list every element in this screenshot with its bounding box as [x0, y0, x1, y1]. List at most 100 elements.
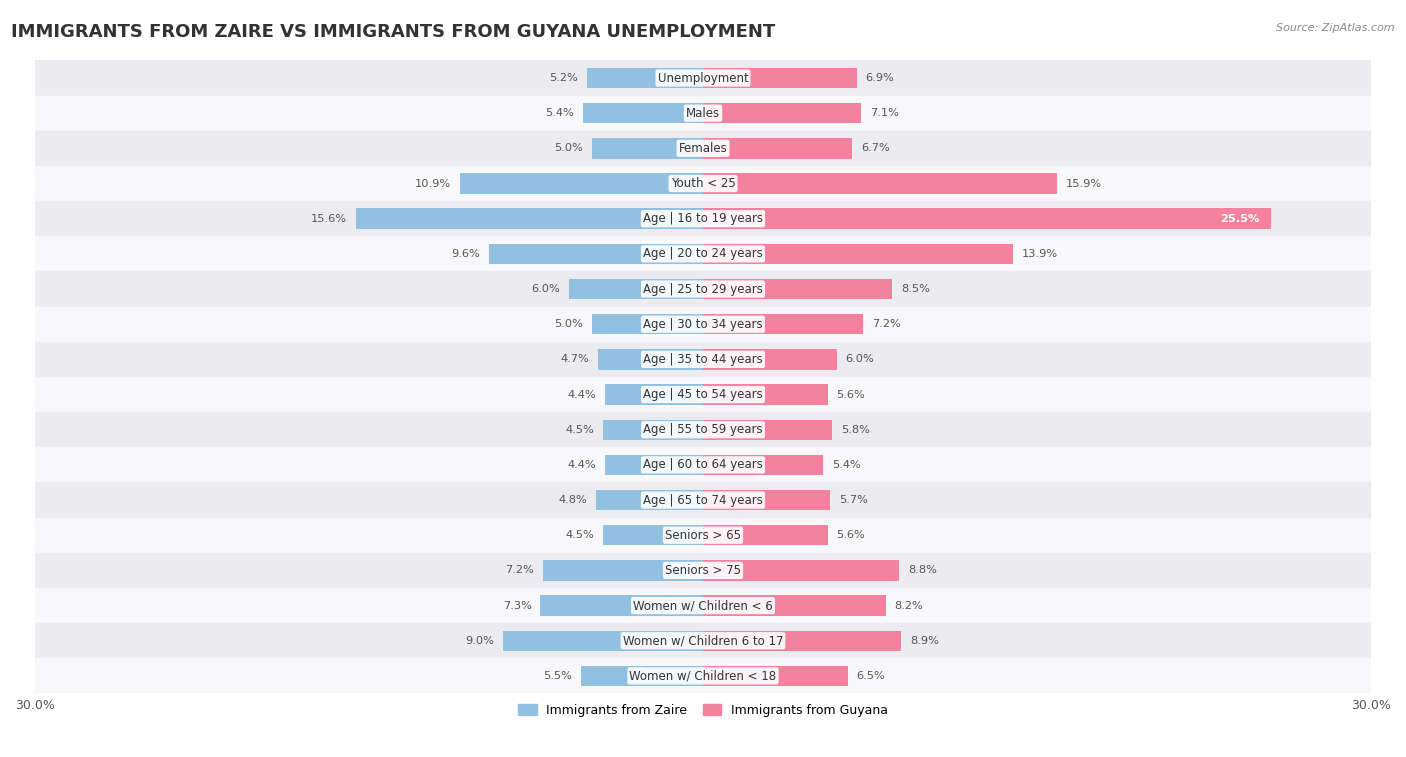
- Text: Source: ZipAtlas.com: Source: ZipAtlas.com: [1277, 23, 1395, 33]
- Text: 6.5%: 6.5%: [856, 671, 886, 681]
- Bar: [540, 595, 703, 615]
- Text: 7.3%: 7.3%: [503, 600, 531, 611]
- Bar: [35, 377, 1371, 412]
- Bar: [581, 665, 703, 686]
- Text: 10.9%: 10.9%: [415, 179, 451, 188]
- Text: Age | 25 to 29 years: Age | 25 to 29 years: [643, 282, 763, 295]
- Bar: [35, 307, 1371, 341]
- Text: 6.7%: 6.7%: [860, 143, 890, 154]
- Text: Age | 20 to 24 years: Age | 20 to 24 years: [643, 248, 763, 260]
- Bar: [703, 138, 852, 158]
- Text: 8.2%: 8.2%: [894, 600, 924, 611]
- Text: Age | 60 to 64 years: Age | 60 to 64 years: [643, 459, 763, 472]
- Text: 15.6%: 15.6%: [311, 213, 347, 223]
- Bar: [35, 518, 1371, 553]
- Text: 9.6%: 9.6%: [451, 249, 481, 259]
- Bar: [703, 490, 830, 510]
- Bar: [502, 631, 703, 651]
- Text: 15.9%: 15.9%: [1066, 179, 1102, 188]
- Text: 4.5%: 4.5%: [565, 530, 593, 540]
- Text: 7.1%: 7.1%: [870, 108, 898, 118]
- Bar: [35, 201, 1371, 236]
- Bar: [703, 455, 824, 475]
- Bar: [356, 208, 703, 229]
- Text: Age | 65 to 74 years: Age | 65 to 74 years: [643, 494, 763, 506]
- Bar: [543, 560, 703, 581]
- Bar: [35, 447, 1371, 482]
- Text: 13.9%: 13.9%: [1021, 249, 1057, 259]
- Text: Seniors > 65: Seniors > 65: [665, 528, 741, 542]
- Text: Males: Males: [686, 107, 720, 120]
- Bar: [35, 131, 1371, 166]
- Text: 7.2%: 7.2%: [872, 319, 901, 329]
- Text: 5.0%: 5.0%: [554, 319, 582, 329]
- Text: 8.5%: 8.5%: [901, 284, 929, 294]
- Bar: [35, 482, 1371, 518]
- Text: 4.5%: 4.5%: [565, 425, 593, 435]
- Bar: [35, 553, 1371, 588]
- Bar: [603, 419, 703, 440]
- Bar: [582, 103, 703, 123]
- Bar: [489, 244, 703, 264]
- Bar: [35, 588, 1371, 623]
- Bar: [703, 173, 1057, 194]
- Text: Women w/ Children 6 to 17: Women w/ Children 6 to 17: [623, 634, 783, 647]
- Bar: [35, 236, 1371, 272]
- Bar: [703, 525, 828, 545]
- Bar: [35, 623, 1371, 659]
- Text: IMMIGRANTS FROM ZAIRE VS IMMIGRANTS FROM GUYANA UNEMPLOYMENT: IMMIGRANTS FROM ZAIRE VS IMMIGRANTS FROM…: [11, 23, 776, 41]
- Bar: [35, 95, 1371, 131]
- Bar: [703, 665, 848, 686]
- Bar: [603, 525, 703, 545]
- Bar: [703, 103, 860, 123]
- Text: Females: Females: [679, 142, 727, 155]
- Legend: Immigrants from Zaire, Immigrants from Guyana: Immigrants from Zaire, Immigrants from G…: [513, 699, 893, 722]
- Text: Age | 55 to 59 years: Age | 55 to 59 years: [643, 423, 763, 436]
- Text: 5.8%: 5.8%: [841, 425, 870, 435]
- Text: 5.2%: 5.2%: [550, 73, 578, 83]
- Bar: [35, 341, 1371, 377]
- Bar: [35, 61, 1371, 95]
- Text: Youth < 25: Youth < 25: [671, 177, 735, 190]
- Text: Seniors > 75: Seniors > 75: [665, 564, 741, 577]
- Text: 25.5%: 25.5%: [1220, 213, 1260, 223]
- Bar: [35, 166, 1371, 201]
- Bar: [35, 412, 1371, 447]
- Bar: [569, 279, 703, 299]
- Text: Age | 45 to 54 years: Age | 45 to 54 years: [643, 388, 763, 401]
- Bar: [703, 279, 893, 299]
- Bar: [605, 385, 703, 405]
- Bar: [605, 455, 703, 475]
- Bar: [703, 560, 898, 581]
- Bar: [35, 659, 1371, 693]
- Bar: [703, 349, 837, 369]
- Bar: [703, 385, 828, 405]
- Bar: [703, 314, 863, 335]
- Text: 6.9%: 6.9%: [866, 73, 894, 83]
- Text: 5.5%: 5.5%: [543, 671, 572, 681]
- Text: 4.8%: 4.8%: [558, 495, 588, 505]
- Text: Women w/ Children < 18: Women w/ Children < 18: [630, 669, 776, 682]
- Bar: [703, 595, 886, 615]
- Text: 6.0%: 6.0%: [845, 354, 875, 364]
- Text: Age | 16 to 19 years: Age | 16 to 19 years: [643, 212, 763, 225]
- Text: 5.6%: 5.6%: [837, 390, 865, 400]
- Bar: [592, 314, 703, 335]
- Text: Age | 35 to 44 years: Age | 35 to 44 years: [643, 353, 763, 366]
- Text: Women w/ Children < 6: Women w/ Children < 6: [633, 599, 773, 612]
- Text: 5.4%: 5.4%: [832, 459, 860, 470]
- Text: 7.2%: 7.2%: [505, 565, 534, 575]
- Bar: [592, 138, 703, 158]
- Bar: [703, 208, 1271, 229]
- Text: 6.0%: 6.0%: [531, 284, 561, 294]
- Bar: [460, 173, 703, 194]
- Text: 8.8%: 8.8%: [908, 565, 936, 575]
- Bar: [703, 631, 901, 651]
- Text: 8.9%: 8.9%: [910, 636, 939, 646]
- Bar: [703, 419, 832, 440]
- Bar: [599, 349, 703, 369]
- Bar: [703, 68, 856, 89]
- Text: 5.4%: 5.4%: [546, 108, 574, 118]
- Text: 4.4%: 4.4%: [568, 390, 596, 400]
- Text: 5.7%: 5.7%: [839, 495, 868, 505]
